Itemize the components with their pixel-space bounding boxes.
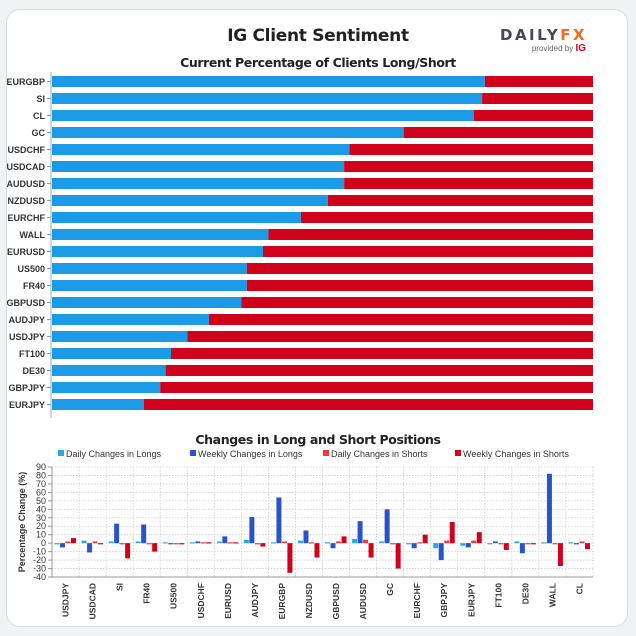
category-label: DE30 xyxy=(22,366,45,376)
legend-item-weekly-shorts[interactable]: Weekly Changes in Shorts xyxy=(455,449,569,459)
legend-label: Weekly Changes in Longs xyxy=(198,449,303,459)
short-bar-fr40[interactable] xyxy=(246,280,593,291)
long-bar-audusd[interactable] xyxy=(52,178,345,189)
category-label: GBPUSD xyxy=(6,298,45,308)
category-label: USDCHF xyxy=(8,145,46,155)
long-bar-cl[interactable] xyxy=(52,110,474,121)
legend-label: Weekly Changes in Shorts xyxy=(463,449,569,459)
short-bar-eurgbp[interactable] xyxy=(484,76,593,87)
short-bar-audjpy[interactable] xyxy=(208,314,593,325)
sentiment-chart-title: Current Percentage of Clients Long/Short xyxy=(180,55,456,70)
category-label: FR40 xyxy=(23,281,45,291)
legend-swatch xyxy=(58,450,64,456)
long-bar-gbpjpy[interactable] xyxy=(52,382,161,393)
logo-ig: IG xyxy=(575,43,586,54)
long-bar-gc[interactable] xyxy=(52,127,404,138)
short-bar-usdchf[interactable] xyxy=(349,144,593,155)
legend-item-weekly-longs[interactable]: Weekly Changes in Longs xyxy=(190,449,302,459)
short-bar-usdjpy[interactable] xyxy=(187,331,593,342)
short-bar-gc[interactable] xyxy=(403,127,593,138)
category-label: EURGBP xyxy=(6,77,45,87)
legend-swatch xyxy=(323,450,329,456)
long-bar-si[interactable] xyxy=(52,93,483,104)
long-bar-audjpy[interactable] xyxy=(52,314,209,325)
short-bar-gbpjpy[interactable] xyxy=(160,382,593,393)
long-bar-us500[interactable] xyxy=(52,263,247,274)
short-bar-nzdusd[interactable] xyxy=(327,195,593,206)
long-bar-de30[interactable] xyxy=(52,365,166,376)
short-bar-de30[interactable] xyxy=(165,365,594,376)
legend-item-daily-longs[interactable]: Daily Changes in Longs xyxy=(58,449,161,459)
long-bar-fr40[interactable] xyxy=(52,280,247,291)
short-bar-cl[interactable] xyxy=(473,110,593,121)
short-bar-us500[interactable] xyxy=(246,263,593,274)
short-bar-gbpusd[interactable] xyxy=(241,297,593,308)
legend-swatch xyxy=(455,450,461,456)
sentiment-bar-chart: EURGBP SI CL GC USDCHF USDCAD AUDUSD NZDUSD EURC… xyxy=(6,72,594,418)
long-bar-eurgbp[interactable] xyxy=(52,76,485,87)
legend-label: Daily Changes in Shorts xyxy=(331,449,428,459)
category-label: WALL xyxy=(20,230,46,240)
category-label: US500 xyxy=(17,264,45,274)
page-title: IG Client Sentiment xyxy=(227,26,409,46)
dailyfx-logo: DAILYFX provided by IG xyxy=(500,26,590,54)
category-label: NZDUSD xyxy=(8,196,46,206)
long-bar-eurusd[interactable] xyxy=(52,246,263,257)
category-label: USDJPY xyxy=(9,332,45,342)
logo-text-accent: FX xyxy=(560,26,588,44)
long-bar-usdjpy[interactable] xyxy=(52,331,188,342)
category-label: CL xyxy=(33,111,45,121)
short-bar-eurjpy[interactable] xyxy=(143,399,593,410)
changes-chart-title: Changes in Long and Short Positions xyxy=(195,432,441,447)
long-bar-ft100[interactable] xyxy=(52,348,172,359)
changes-legend: Daily Changes in Longs Weekly Changes in… xyxy=(0,449,636,463)
short-bar-eurusd[interactable] xyxy=(262,246,593,257)
long-bar-wall[interactable] xyxy=(52,229,269,240)
short-bar-usdcad[interactable] xyxy=(344,161,593,172)
long-bar-eurjpy[interactable] xyxy=(52,399,144,410)
category-label: AUDUSD xyxy=(6,179,45,189)
legend-swatch xyxy=(190,450,196,456)
long-bar-eurchf[interactable] xyxy=(52,212,301,223)
short-bar-si[interactable] xyxy=(482,93,593,104)
short-bar-ft100[interactable] xyxy=(171,348,593,359)
category-label: AUDJPY xyxy=(8,315,45,325)
legend-label: Daily Changes in Longs xyxy=(66,449,162,459)
logo-text-main: DAILY xyxy=(500,26,561,44)
logo-provided-by: provided by xyxy=(531,44,574,53)
short-bar-wall[interactable] xyxy=(268,229,593,240)
long-bar-usdcad[interactable] xyxy=(52,161,345,172)
category-label: USDCAD xyxy=(6,162,45,172)
legend-item-daily-shorts[interactable]: Daily Changes in Shorts xyxy=(323,449,428,459)
category-label: SI xyxy=(36,94,45,104)
short-bar-audusd[interactable] xyxy=(344,178,593,189)
category-label: GC xyxy=(32,128,46,138)
category-label: GBPJPY xyxy=(8,383,45,393)
long-bar-usdchf[interactable] xyxy=(52,144,350,155)
long-bar-nzdusd[interactable] xyxy=(52,195,328,206)
long-bar-gbpusd[interactable] xyxy=(52,297,242,308)
category-label: EURJPY xyxy=(9,400,45,410)
category-label: FT100 xyxy=(19,349,45,359)
category-label: EURUSD xyxy=(7,247,46,257)
short-bar-eurchf[interactable] xyxy=(300,212,593,223)
category-label: EURCHF xyxy=(8,213,46,223)
